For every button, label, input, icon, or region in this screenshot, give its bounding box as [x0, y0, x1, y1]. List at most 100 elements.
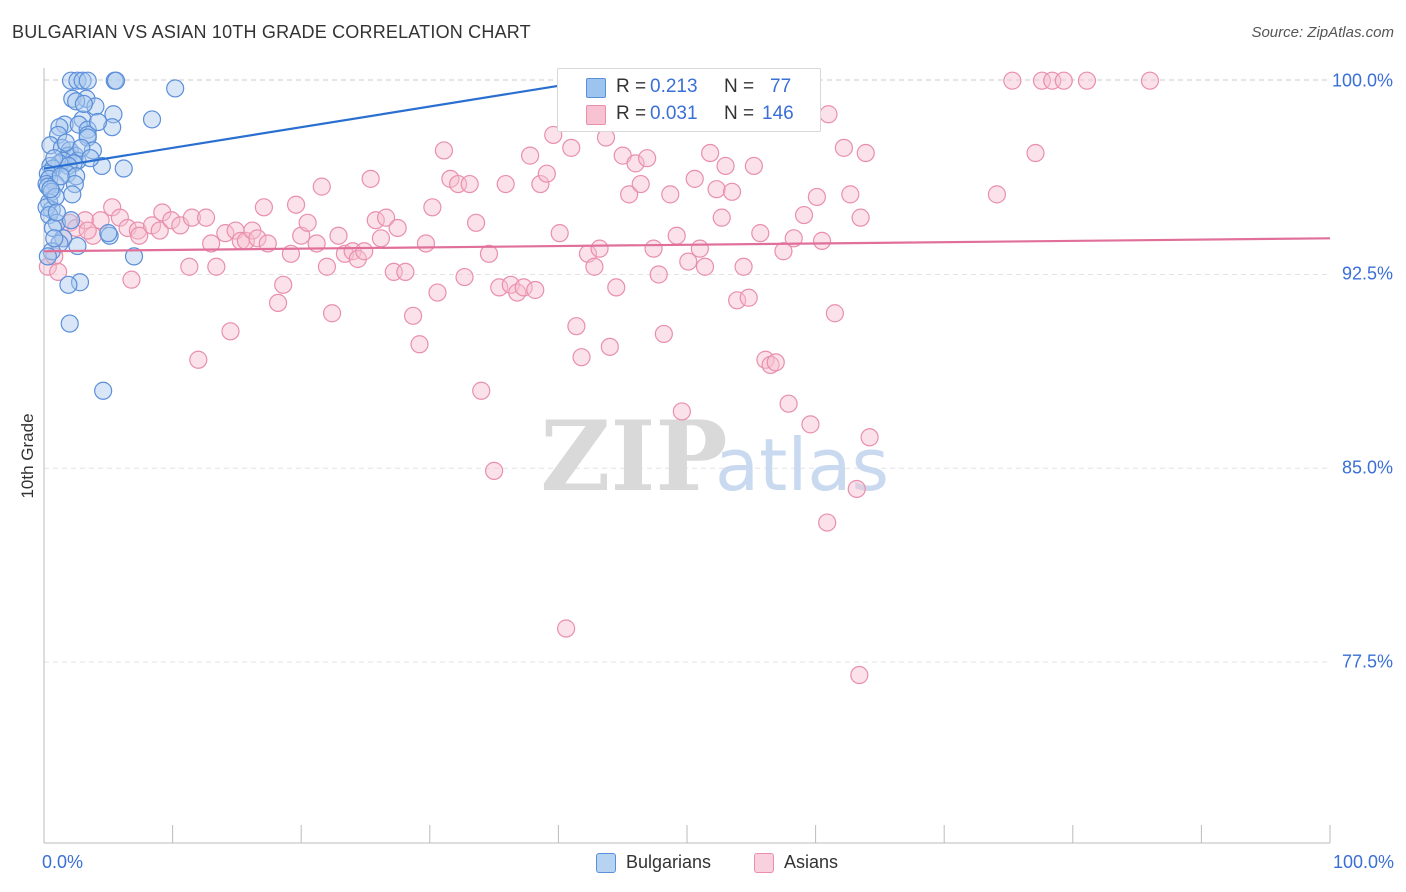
point-asians-46 [355, 242, 374, 261]
point-asians-100 [679, 252, 698, 271]
point-asians-31 [258, 234, 277, 253]
point-asians-55 [410, 335, 429, 354]
x-tick-label-0: 0.0% [42, 852, 84, 872]
point-asians-132 [860, 428, 879, 447]
point-asians-79 [557, 619, 576, 638]
point-asians-91 [626, 154, 645, 173]
point-bulgarians-15 [69, 115, 88, 134]
point-bulgarians-73 [47, 203, 66, 222]
point-asians-82 [572, 348, 591, 367]
point-asians-65 [472, 381, 491, 400]
point-asians-134 [850, 665, 869, 685]
point-asians-81 [567, 317, 586, 336]
point-asians-80 [562, 138, 581, 157]
point-bulgarians-60 [70, 273, 90, 292]
point-bulgarians-3 [78, 71, 97, 90]
point-asians-137 [1032, 71, 1052, 90]
series-label-asians: Asians [784, 852, 839, 872]
point-bulgarians-43 [65, 174, 84, 194]
point-bulgarians-11 [104, 105, 123, 124]
legend-r-value-asians: 0.031 [650, 103, 698, 124]
point-asians-135 [987, 185, 1007, 204]
point-bulgarians-71 [81, 149, 100, 168]
legend-swatch-bulgarians [586, 78, 606, 98]
point-asians-90 [620, 185, 639, 204]
point-bulgarians-70 [72, 138, 91, 157]
point-asians-52 [388, 218, 407, 238]
series-label-bulgarians: Bulgarians [626, 852, 712, 872]
point-asians-49 [371, 229, 391, 248]
point-asians-103 [695, 257, 715, 276]
point-asians-17 [180, 257, 199, 276]
point-asians-42 [329, 226, 348, 245]
point-asians-75 [531, 174, 550, 194]
legend-r-label-asians: R = [616, 103, 647, 124]
point-asians-146 [122, 270, 141, 289]
point-asians-58 [428, 283, 447, 302]
point-asians-98 [667, 226, 686, 245]
point-asians-4 [76, 211, 95, 230]
point-asians-122 [801, 415, 820, 434]
point-bulgarians-10 [86, 97, 105, 116]
point-bulgarians-51 [61, 211, 81, 230]
source-credit: Source: ZipAtlas.com [1251, 24, 1394, 41]
point-asians-18 [182, 208, 201, 227]
point-asians-111 [739, 288, 758, 307]
legend-swatch-asians [586, 105, 606, 125]
point-asians-30 [254, 198, 274, 217]
point-asians-41 [322, 304, 342, 323]
point-asians-105 [707, 180, 726, 199]
point-asians-128 [841, 185, 860, 204]
point-asians-72 [514, 278, 533, 297]
point-asians-96 [654, 324, 673, 344]
point-asians-32 [268, 293, 288, 313]
point-asians-67 [485, 461, 504, 480]
point-asians-88 [607, 278, 626, 297]
point-bulgarians-62 [60, 314, 79, 333]
point-asians-15 [162, 211, 181, 230]
point-asians-64 [466, 213, 486, 232]
series-swatch-asians [754, 852, 774, 873]
legend-n-label-bulgarians: N = [724, 76, 755, 97]
point-asians-102 [690, 239, 709, 258]
point-bulgarians-69 [51, 167, 70, 186]
point-asians-130 [851, 208, 870, 227]
point-asians-112 [744, 156, 763, 176]
point-asians-136 [1003, 71, 1022, 90]
legend-r-value-bulgarians: 0.213 [650, 76, 698, 97]
point-asians-123 [807, 187, 826, 207]
point-asians-11 [130, 226, 149, 245]
point-asians-68 [490, 278, 509, 297]
point-asians-140 [1077, 71, 1097, 90]
point-asians-22 [207, 257, 226, 276]
series-legend-asians[interactable]: Asians [754, 852, 838, 873]
point-asians-21 [202, 234, 221, 253]
point-bulgarians-17 [103, 118, 122, 137]
point-asians-145 [78, 221, 97, 240]
point-asians-125 [819, 105, 838, 124]
point-asians-121 [794, 205, 814, 225]
point-asians-48 [366, 211, 385, 230]
point-asians-109 [728, 291, 747, 310]
point-asians-13 [150, 221, 169, 240]
chart-title: BULGARIAN VS ASIAN 10TH GRADE CORRELATIO… [12, 22, 531, 42]
point-asians-124 [812, 231, 832, 250]
point-asians-93 [638, 149, 657, 168]
legend-n-value-bulgarians: 77 [770, 76, 792, 97]
point-asians-115 [761, 355, 780, 375]
watermark-zip: ZIP [540, 400, 727, 513]
point-bulgarians-6 [166, 79, 185, 98]
point-bulgarians-66 [74, 94, 93, 114]
y-tick-label-0: 100.0% [1331, 70, 1393, 91]
point-asians-76 [537, 164, 556, 183]
point-asians-113 [751, 224, 770, 243]
point-asians-59 [434, 141, 454, 160]
point-asians-142 [1026, 143, 1045, 163]
point-asians-33 [274, 275, 293, 294]
point-asians-53 [396, 262, 415, 282]
point-asians-139 [1054, 71, 1073, 90]
point-bulgarians-75 [45, 229, 64, 248]
series-legend-bulgarians[interactable]: Bulgarians [596, 852, 711, 873]
point-asians-19 [189, 350, 208, 369]
